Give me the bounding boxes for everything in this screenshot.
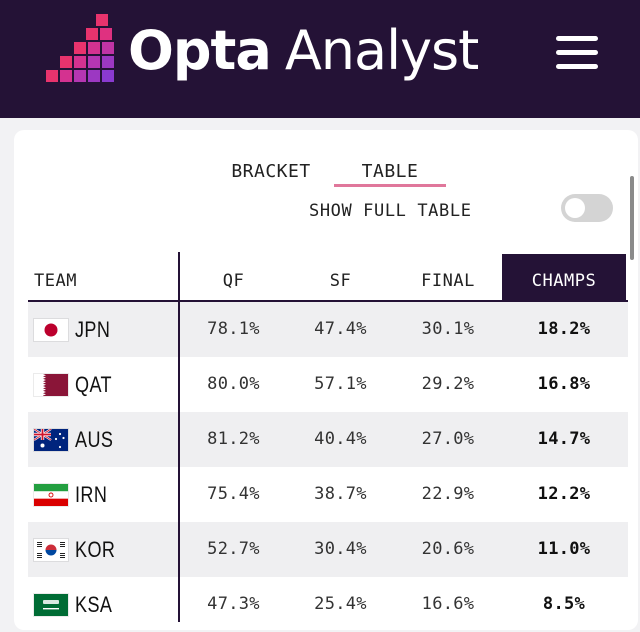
show-full-table-label: SHOW FULL TABLE	[309, 201, 472, 221]
header-divider	[28, 300, 628, 302]
table-row[interactable]: KSA 47.3% 25.4% 16.6% 8.5%	[28, 577, 628, 632]
logo-bold-text: Opta	[128, 19, 272, 82]
final-value: 30.1%	[421, 319, 475, 339]
table-row[interactable]: QAT 80.0% 57.1% 29.2% 16.8%	[28, 357, 628, 412]
show-full-table-toggle[interactable]	[561, 194, 613, 222]
champs-value: 8.5%	[542, 594, 586, 614]
qf-value: 80.0%	[207, 374, 260, 394]
site-logo-wordmark[interactable]: Opta Analyst	[128, 16, 480, 86]
champs-value: 18.2%	[537, 319, 591, 339]
team-code: AUS	[75, 427, 114, 452]
japan-flag-icon	[34, 319, 68, 341]
champs-value: 16.8%	[537, 374, 591, 394]
active-tab-indicator	[334, 184, 446, 187]
table-row[interactable]: IRN 75.4% 38.7% 22.9% 12.2%	[28, 467, 628, 522]
team-column-divider	[178, 252, 180, 622]
team-code: JPN	[75, 317, 111, 342]
final-value: 29.2%	[421, 374, 475, 394]
sf-value: 40.4%	[314, 429, 367, 449]
champs-value: 14.7%	[537, 429, 591, 449]
saudi-arabia-flag-icon	[34, 594, 68, 616]
champs-value: 11.0%	[537, 539, 591, 559]
qf-value: 78.1%	[207, 319, 260, 339]
final-value: 20.6%	[421, 539, 475, 559]
team-code: QAT	[75, 372, 112, 397]
sf-value: 38.7%	[314, 484, 367, 504]
column-header-qf[interactable]: QF	[222, 271, 245, 291]
australia-flag-icon	[34, 429, 68, 451]
south-korea-flag-icon	[34, 539, 68, 561]
iran-flag-icon	[34, 484, 68, 506]
sf-value: 30.4%	[314, 539, 367, 559]
qf-value: 81.2%	[207, 429, 260, 449]
champs-value: 12.2%	[537, 484, 591, 504]
team-code: KSA	[75, 592, 113, 617]
table-row[interactable]: KOR 52.7% 30.4% 20.6% 11.0%	[28, 522, 628, 577]
team-code: KOR	[75, 537, 116, 562]
qf-value: 47.3%	[207, 594, 260, 614]
final-value: 27.0%	[421, 429, 475, 449]
opta-pixel-logo-icon[interactable]	[40, 14, 116, 86]
column-header-final[interactable]: FINAL	[421, 271, 475, 291]
scrollbar[interactable]	[630, 176, 634, 260]
hamburger-menu-icon[interactable]	[552, 34, 602, 70]
sf-value: 57.1%	[314, 374, 367, 394]
column-header-team[interactable]: TEAM	[34, 271, 77, 291]
table-header: TEAM QF SF FINAL CHAMPS	[28, 254, 628, 300]
final-value: 22.9%	[421, 484, 475, 504]
sf-value: 47.4%	[314, 319, 367, 339]
team-code: IRN	[75, 482, 108, 507]
column-header-champs[interactable]: CHAMPS	[502, 254, 626, 300]
tab-table[interactable]: TABLE	[361, 161, 419, 182]
sf-value: 25.4%	[314, 594, 367, 614]
table-row[interactable]: AUS 81.2% 40.4% 27.0% 14.7%	[28, 412, 628, 467]
logo-light-text: Analyst	[284, 19, 480, 82]
qf-value: 75.4%	[207, 484, 260, 504]
qatar-flag-icon	[34, 374, 68, 396]
tab-bracket[interactable]: BRACKET	[231, 161, 311, 182]
column-header-sf[interactable]: SF	[329, 271, 352, 291]
site-header: Opta Analyst	[0, 0, 640, 118]
toggle-knob	[565, 198, 585, 218]
table-row[interactable]: JPN 78.1% 47.4% 30.1% 18.2%	[28, 302, 628, 357]
final-value: 16.6%	[421, 594, 475, 614]
qf-value: 52.7%	[207, 539, 260, 559]
